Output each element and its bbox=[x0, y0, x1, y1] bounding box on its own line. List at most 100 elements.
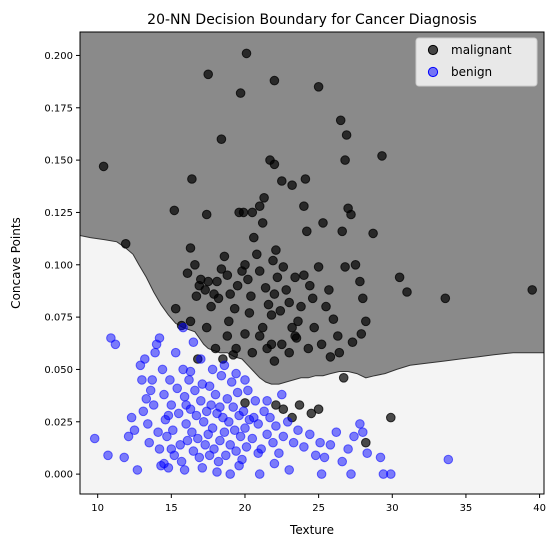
benign-point bbox=[254, 469, 265, 479]
benign-point bbox=[207, 364, 218, 375]
y-tick-label: 0.175 bbox=[44, 103, 73, 114]
benign-point bbox=[196, 396, 206, 406]
benign-point bbox=[141, 394, 152, 404]
malignant-point bbox=[377, 151, 387, 161]
malignant-point bbox=[355, 276, 365, 287]
malignant-point bbox=[440, 293, 451, 304]
x-tick-label: 25 bbox=[312, 503, 325, 514]
benign-point bbox=[265, 412, 275, 423]
y-axis-label: Concave Points bbox=[9, 217, 23, 309]
benign-point bbox=[147, 375, 157, 385]
benign-point bbox=[305, 429, 315, 440]
benign-point bbox=[262, 429, 272, 440]
legend-label-benign: benign bbox=[451, 65, 492, 79]
x-tick-label: 10 bbox=[91, 503, 104, 514]
benign-point bbox=[181, 419, 191, 429]
benign-point bbox=[154, 444, 165, 454]
benign-point bbox=[229, 425, 240, 436]
malignant-point bbox=[201, 322, 212, 333]
malignant-point bbox=[291, 333, 302, 343]
malignant-point bbox=[386, 412, 396, 423]
malignant-point bbox=[169, 205, 180, 216]
benign-point bbox=[278, 431, 289, 442]
benign-point bbox=[137, 375, 147, 385]
malignant-point bbox=[313, 82, 324, 92]
benign-point bbox=[355, 419, 365, 429]
malignant-point bbox=[240, 260, 250, 270]
benign-point bbox=[179, 391, 190, 402]
malignant-point bbox=[275, 306, 286, 316]
x-axis: 10 15 20 25 30 35 40 bbox=[91, 494, 546, 514]
malignant-point bbox=[284, 297, 295, 308]
benign-point bbox=[166, 444, 177, 454]
benign-point bbox=[188, 337, 199, 348]
chart-title: 20-NN Decision Boundary for Cancer Diagn… bbox=[147, 12, 477, 28]
malignant-point bbox=[281, 285, 292, 295]
malignant-point bbox=[120, 239, 131, 249]
malignant-point bbox=[251, 249, 262, 260]
malignant-point bbox=[324, 285, 334, 295]
benign-point bbox=[282, 417, 293, 427]
benign-point bbox=[210, 389, 221, 400]
benign-point bbox=[145, 385, 156, 396]
malignant-point bbox=[307, 293, 318, 304]
benign-point bbox=[166, 400, 177, 410]
benign-point bbox=[143, 419, 153, 429]
benign-point bbox=[181, 400, 191, 410]
malignant-point bbox=[244, 308, 255, 318]
benign-point bbox=[212, 467, 222, 477]
malignant-point bbox=[294, 400, 305, 410]
malignant-point bbox=[266, 339, 277, 350]
x-axis-label: Texture bbox=[289, 523, 334, 537]
benign-point bbox=[253, 448, 264, 459]
benign-point bbox=[110, 339, 121, 350]
malignant-point bbox=[269, 159, 280, 170]
benign-point bbox=[187, 427, 197, 438]
y-tick-label: 0.050 bbox=[44, 365, 73, 376]
benign-point bbox=[443, 454, 454, 465]
benign-point bbox=[200, 440, 210, 450]
benign-point bbox=[159, 458, 169, 469]
malignant-point bbox=[269, 289, 280, 299]
malignant-point bbox=[191, 291, 202, 302]
malignant-point bbox=[216, 264, 227, 274]
benign-point bbox=[288, 437, 299, 448]
malignant-point bbox=[341, 130, 352, 140]
benign-point bbox=[349, 431, 359, 442]
malignant-point bbox=[246, 291, 256, 302]
benign-point bbox=[284, 465, 295, 475]
benign-point bbox=[250, 396, 261, 406]
benign-point bbox=[228, 402, 238, 412]
data-points bbox=[89, 48, 538, 479]
benign-point bbox=[194, 452, 205, 463]
x-tick-label: 40 bbox=[533, 503, 546, 514]
x-tick-label: 20 bbox=[239, 503, 252, 514]
malignant-point bbox=[290, 272, 300, 283]
malignant-point bbox=[269, 75, 280, 86]
benign-point bbox=[262, 396, 272, 406]
malignant-point bbox=[303, 343, 314, 354]
benign-point bbox=[179, 465, 190, 475]
benign-point bbox=[165, 375, 175, 385]
malignant-point bbox=[232, 280, 243, 291]
malignant-point bbox=[337, 226, 348, 237]
malignant-point bbox=[268, 255, 278, 266]
malignant-point bbox=[216, 134, 227, 144]
benign-point bbox=[299, 442, 309, 452]
benign-point bbox=[346, 469, 356, 479]
malignant-point bbox=[278, 404, 289, 415]
malignant-point bbox=[219, 251, 230, 262]
malignant-point bbox=[247, 207, 258, 218]
malignant-point bbox=[269, 356, 280, 366]
malignant-point bbox=[287, 180, 297, 190]
malignant-point bbox=[293, 316, 303, 327]
malignant-point bbox=[313, 262, 324, 272]
malignant-point bbox=[240, 329, 250, 339]
benign-point bbox=[153, 427, 163, 438]
malignant-point bbox=[203, 276, 213, 287]
decision-boundary-line bbox=[80, 235, 544, 385]
benign-point bbox=[163, 410, 174, 421]
y-tick-label: 0.150 bbox=[44, 156, 73, 167]
malignant-point bbox=[243, 274, 253, 285]
malignant-point bbox=[185, 316, 196, 327]
